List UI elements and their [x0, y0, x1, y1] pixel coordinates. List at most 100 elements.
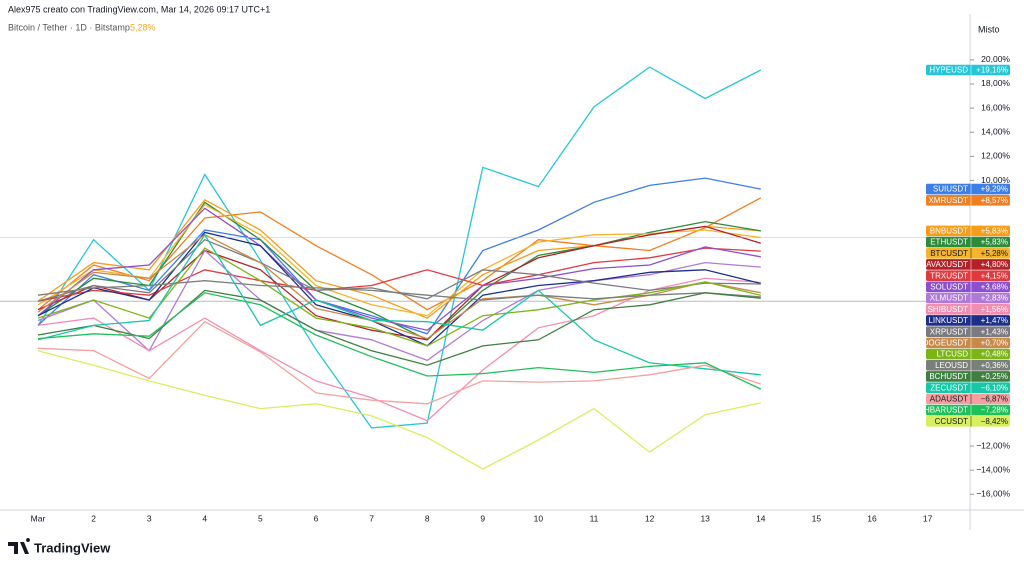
badge-value: −8,42% [981, 417, 1008, 426]
badge-name: SHIBUSDT [928, 305, 969, 314]
badge-name: SOLUSDT [930, 282, 968, 291]
y-tick-label: 20,00% [981, 54, 1010, 64]
badge-name: LTCUSD [937, 350, 969, 359]
series-line [37, 249, 761, 362]
badge-bg [926, 326, 1010, 337]
badge-bg [926, 315, 1010, 326]
badge-value: +4,15% [981, 271, 1008, 280]
badge-bg [926, 415, 1010, 427]
badge-bg [926, 225, 1010, 237]
badge-bg [926, 393, 1010, 405]
series-line [37, 233, 761, 376]
badge-name: XLMUSDT [930, 294, 968, 303]
badge-name: BNBUSDT [930, 226, 968, 235]
y-tick-label: −16,00% [976, 489, 1010, 499]
y-tick-label: 18,00% [981, 78, 1010, 88]
badge-name: TRXUSDT [930, 271, 968, 280]
y-tick-label: −14,00% [976, 464, 1010, 474]
series-line [37, 350, 761, 470]
badge-bg [926, 303, 1010, 315]
legend-badge: SHIBUSDT +1,56% [926, 303, 1010, 315]
series-line [37, 201, 761, 341]
x-tick-label: 14 [756, 513, 766, 523]
series-line [37, 225, 761, 341]
x-tick-label: 8 [425, 513, 430, 523]
badge-bg [926, 382, 1010, 393]
x-tick-label: 7 [369, 513, 374, 523]
badge-bg [926, 64, 1010, 76]
x-tick-label: 5 [258, 513, 263, 523]
series-line [37, 247, 761, 302]
badge-bg [926, 348, 1010, 360]
x-tick-label: 4 [202, 513, 207, 523]
x-tick-label: 10 [534, 513, 544, 523]
badge-name: BTCUSDT [930, 249, 968, 258]
x-tick-label: 9 [480, 513, 485, 523]
badge-name: HBARUSDT [924, 406, 968, 415]
badge-value: +19,16% [976, 66, 1008, 75]
legend-badge: BTCUSDT +5,28% [926, 247, 1010, 259]
badge-value: +5,83% [981, 238, 1008, 247]
badge-bg [926, 247, 1010, 259]
legend-badge: XRPUSDT +1,43% [926, 326, 1010, 337]
scale-mode[interactable]: Misto [978, 24, 1000, 34]
series-line [37, 320, 762, 405]
badge-bg [926, 259, 1010, 270]
legend-badge: LEOUSD +0,36% [926, 359, 1010, 371]
x-tick-label: 17 [923, 513, 933, 523]
series-line [37, 289, 761, 366]
badge-value: +3,68% [981, 282, 1008, 291]
badge-value: +8,57% [981, 196, 1008, 205]
badge-bg [926, 359, 1010, 371]
legend-badge: SOLUSDT +3,68% [926, 281, 1010, 293]
x-tick-label: 13 [700, 513, 710, 523]
badge-bg [926, 281, 1010, 293]
legend-badge: AVAXUSDT +4,80% [926, 259, 1010, 270]
badge-bg [926, 195, 1010, 206]
legend-badge: ADAUSDT −6,87% [926, 393, 1010, 405]
y-tick-label: 14,00% [981, 127, 1010, 137]
series-line [37, 198, 761, 319]
symbol: Bitcoin / Tether · 1D · Bitstamp [8, 22, 130, 32]
x-tick-label: 6 [314, 513, 319, 523]
legend-badge: XMRUSDT +8,57% [926, 195, 1010, 206]
badge-name: XRPUSDT [930, 327, 968, 336]
badge-bg [926, 236, 1010, 248]
legend-badge: LTCUSD +0,48% [926, 348, 1010, 360]
series-line [37, 234, 761, 340]
badge-name: LEOUSD [935, 361, 968, 370]
legend-badge: ETHUSDT +5,83% [926, 236, 1010, 248]
badge-value: +0,70% [981, 338, 1008, 347]
badge-name: DOGEUSDT [923, 338, 968, 347]
y-tick-label: −12,00% [976, 440, 1010, 450]
y-tick-label: 10,00% [981, 175, 1010, 185]
y-tick-label: 12,00% [981, 151, 1010, 161]
symbol-change: 5,28% [130, 22, 156, 32]
badge-bg [926, 337, 1010, 349]
badge-name: XMRUSDT [928, 196, 968, 205]
badge-value: +4,80% [981, 260, 1008, 269]
legend-badge: HBARUSDT −7,28% [924, 404, 1010, 416]
badge-value: +1,47% [981, 316, 1008, 325]
x-tick-label: 12 [645, 513, 655, 523]
badge-value: −6,87% [981, 394, 1008, 403]
legend-badge: HYPEUSD +19,16% [926, 64, 1010, 76]
badge-name: ADAUSDT [930, 394, 968, 403]
badge-bg [926, 292, 1010, 304]
badge-value: +5,28% [981, 249, 1008, 258]
y-tick-label: 16,00% [981, 102, 1010, 112]
badge-value: +9,29% [981, 185, 1008, 194]
x-tick-label: 11 [590, 513, 599, 523]
badge-value: −6,10% [981, 383, 1008, 392]
badge-value: +1,43% [981, 327, 1008, 336]
badge-value: +5,83% [981, 226, 1008, 235]
badge-bg [926, 371, 1010, 382]
legend-badge: BNBUSDT +5,83% [926, 225, 1010, 237]
badge-name: SUIUSDT [933, 185, 968, 194]
series-line [37, 207, 761, 331]
series-line [37, 203, 761, 317]
legend-badge: XLMUSDT +2,83% [926, 292, 1010, 304]
logo-text: TradingView [34, 540, 111, 555]
series-line [37, 292, 762, 390]
badge-value: +1,56% [981, 305, 1008, 314]
